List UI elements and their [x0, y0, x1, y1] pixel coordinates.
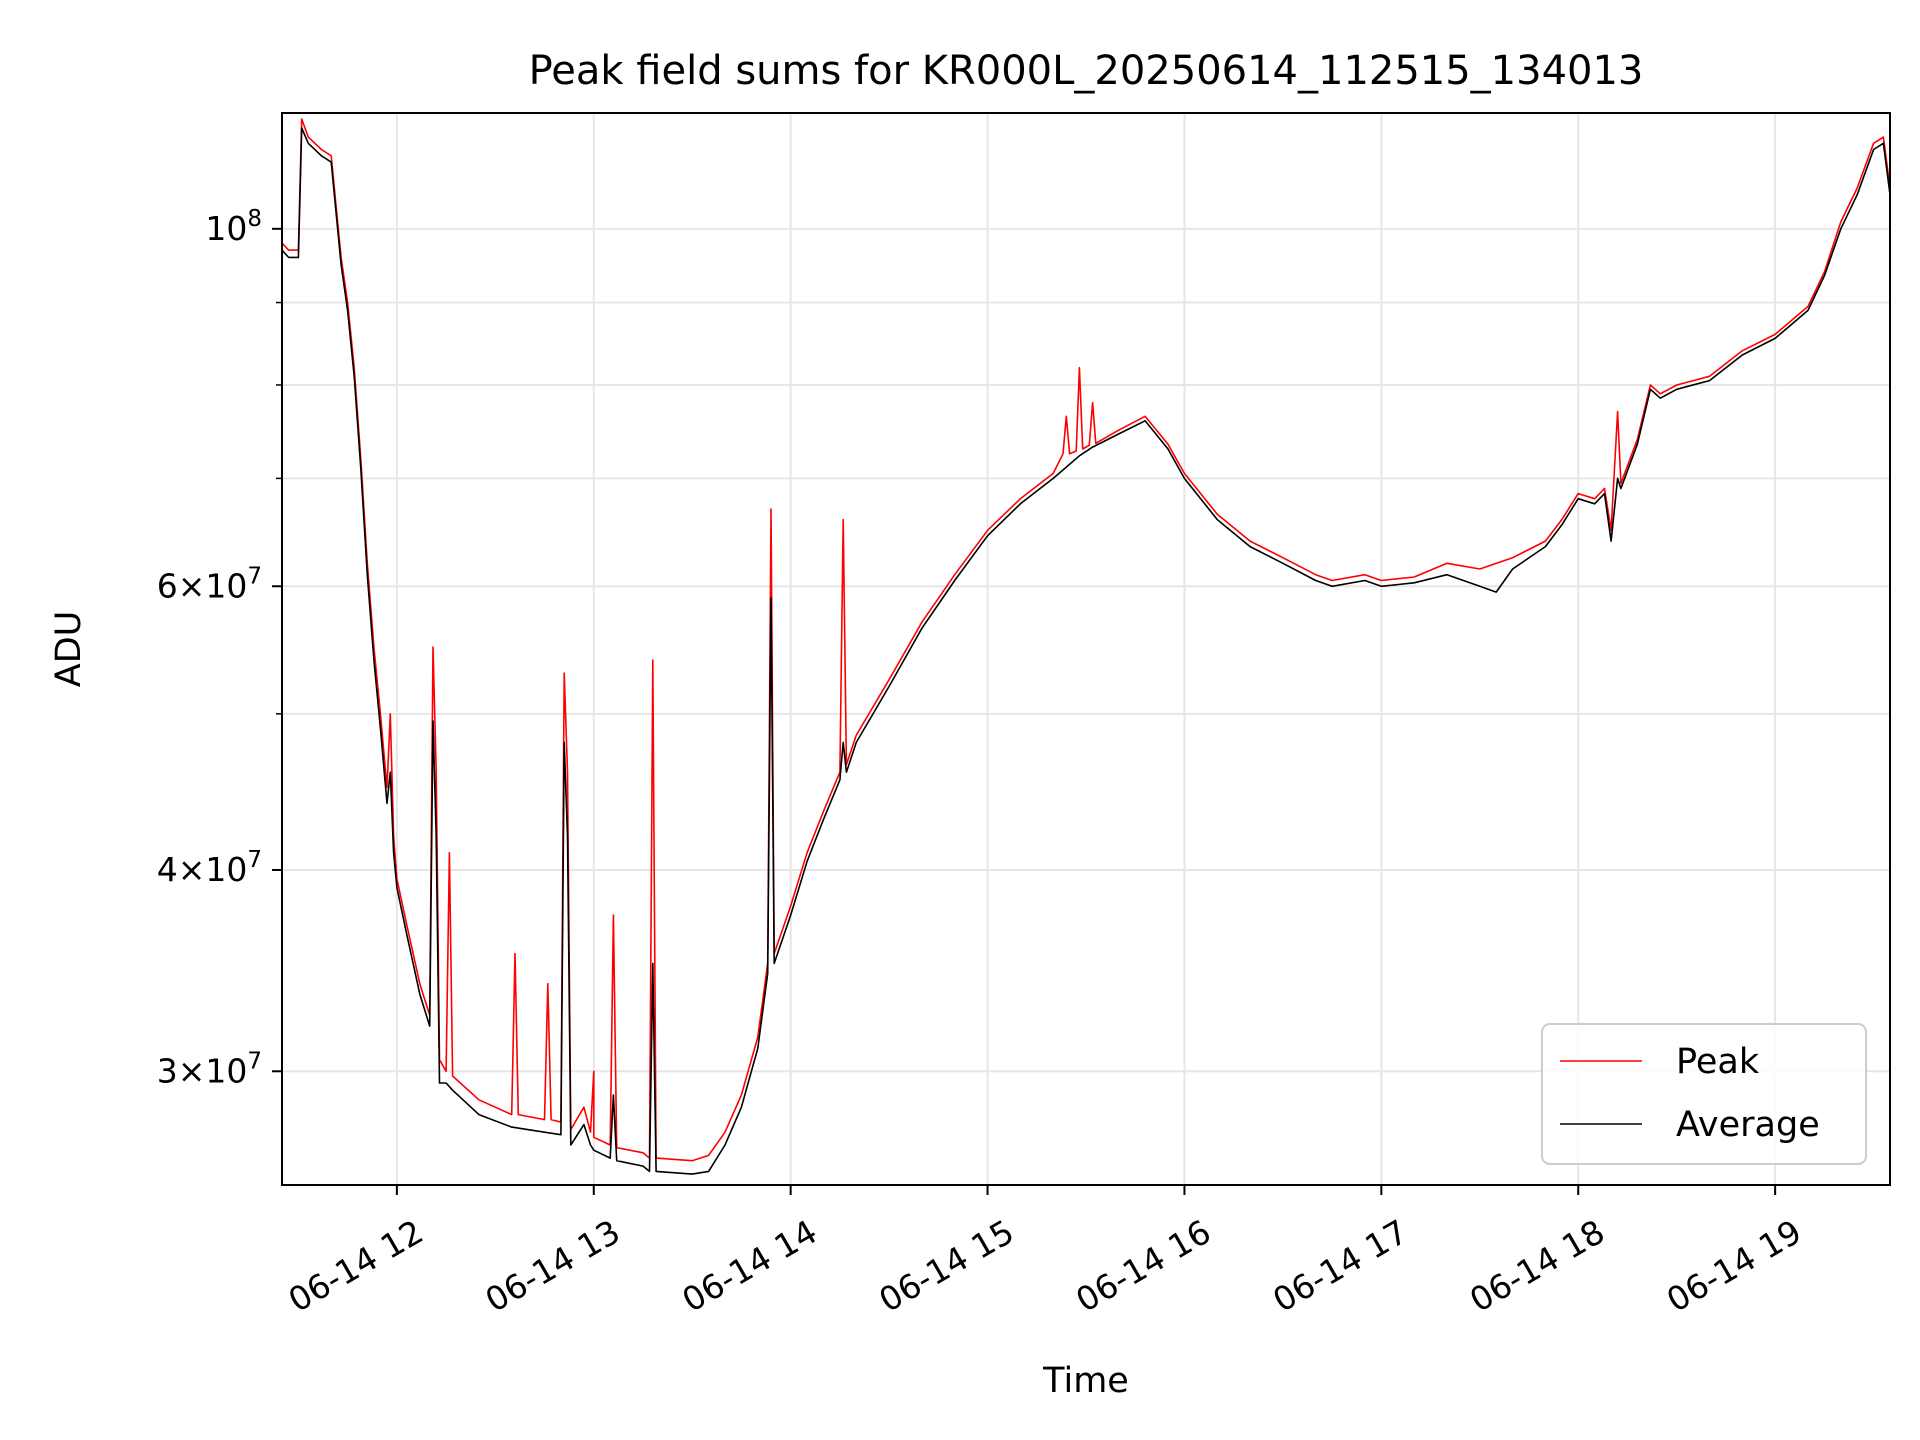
y-tick-label: 6×107 — [157, 563, 262, 605]
series-line-average — [282, 127, 1890, 1175]
y-tick-label: 4×107 — [157, 847, 262, 889]
legend-label-average: Average — [1676, 1105, 1820, 1145]
y-axis-ticks: 3×107 4×107 6×107 108 — [157, 206, 282, 1090]
y-tick-label: 108 — [205, 206, 262, 248]
plot-frame — [281, 112, 1891, 1186]
chart-title: Peak field sums for KR000L_20250614_1125… — [529, 48, 1644, 94]
y-tick-label: 3×107 — [157, 1048, 262, 1090]
y-axis-label: ADU — [49, 611, 89, 688]
legend: Peak Average — [1541, 1023, 1867, 1165]
x-axis-label: Time — [1042, 1361, 1129, 1401]
series-line-peak — [282, 118, 1890, 1162]
series-layer — [282, 118, 1890, 1175]
legend-box — [1541, 1023, 1867, 1165]
legend-label-peak: Peak — [1676, 1042, 1760, 1082]
